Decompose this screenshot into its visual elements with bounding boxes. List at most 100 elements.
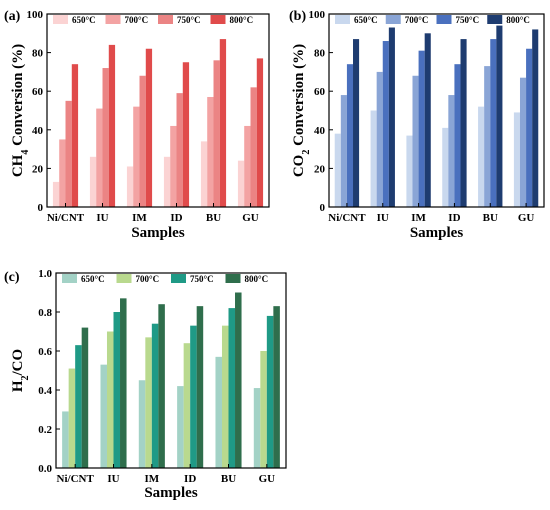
legend-label: 800°C [230, 15, 254, 25]
legend-swatch [158, 15, 173, 24]
bar-im-s1 [406, 135, 413, 207]
bar-gu-s4 [256, 58, 264, 207]
x-tick-label: IM [132, 212, 147, 224]
bar-ni-cnt-s2 [59, 139, 66, 207]
legend-label: 650°C [72, 15, 96, 25]
legend-label: 800°C [245, 274, 269, 284]
bar-ni-cnt-s3 [346, 64, 354, 208]
bar-ni-cnt-s4 [81, 327, 89, 468]
bar-bu-s1 [200, 141, 208, 207]
bar-ni-cnt-s3 [75, 345, 82, 468]
bar-bu-s4 [235, 292, 242, 468]
bar-bu-s3 [213, 60, 220, 207]
bar-iu-s1 [89, 156, 97, 207]
bar-bu-s3 [490, 39, 497, 208]
y-tick-label: 0.6 [38, 346, 52, 358]
bar-im-s3 [139, 75, 146, 207]
plot-frame [46, 13, 270, 208]
bar-gu-s1 [237, 160, 245, 207]
chart-panel-2: 0 20 40 60 80 100 Ni/CNT IU IM ID BU GU Samples CO2 C… [289, 9, 545, 241]
bar-iu-s3 [382, 41, 389, 207]
panel-label: (a) [4, 9, 21, 24]
bar-id-s1 [177, 386, 184, 468]
bar-ni-cnt-s2 [68, 368, 76, 468]
x-tick-label: IU [377, 212, 389, 224]
y-tick-label: 1.0 [38, 268, 52, 280]
bar-gu-s1 [513, 112, 520, 207]
bar-id-s3 [454, 64, 461, 208]
bar-iu-s4 [120, 298, 127, 468]
x-tick-label: IM [144, 473, 159, 485]
bar-ni-cnt-s1 [52, 181, 60, 207]
y-tick-label: 60 [314, 86, 326, 98]
x-tick-label: BU [483, 212, 498, 224]
legend-label: 700°C [136, 274, 160, 284]
y-tick-label: 100 [27, 9, 44, 21]
bar-bu-s4 [496, 25, 503, 207]
x-axis-label: Samples [131, 225, 185, 241]
bar-ni-cnt-s4 [353, 39, 360, 208]
y-axis-label: H2/CO [10, 349, 31, 392]
x-tick-label: IM [411, 212, 426, 224]
bar-id-s4 [196, 306, 204, 468]
bar-id-s3 [176, 93, 183, 207]
x-axis-label: Samples [410, 225, 464, 241]
bar-id-s1 [163, 156, 171, 207]
bar-im-s4 [145, 48, 153, 207]
legend-swatch [436, 15, 452, 24]
y-tick-label: 0.8 [38, 307, 52, 319]
bar-bu-s3 [228, 308, 236, 468]
bar-im-s2 [145, 337, 152, 468]
bar-id-s2 [448, 95, 455, 207]
bar-gu-s4 [273, 306, 280, 468]
y-tick-label: 0.0 [38, 463, 52, 475]
y-tick-label: 0 [320, 202, 326, 214]
bar-ni-cnt-s3 [65, 100, 72, 207]
legend: 650°C 700°C 750°C 800°C [53, 15, 253, 25]
bar-gu-s2 [244, 125, 251, 207]
y-tick-label: 60 [32, 86, 44, 98]
bar-gu-s3 [526, 48, 533, 207]
legend-swatch [487, 15, 503, 24]
bar-ni-cnt-s2 [340, 95, 347, 207]
bar-id-s4 [460, 39, 467, 208]
y-axis-label: CH4 Conversion (%) [10, 44, 31, 177]
chart-panel-1: 0 20 40 60 80 100 Ni/CNT IU IM ID BU GU Samples CH4 C… [4, 9, 270, 241]
legend-swatch [116, 274, 132, 283]
bar-im-s2 [412, 75, 419, 207]
bar-iu-s2 [376, 71, 383, 208]
x-tick-label: Ni/CNT [328, 212, 366, 224]
legend-swatch [385, 15, 401, 24]
plot-frame [328, 13, 545, 208]
bar-im-s4 [158, 304, 165, 468]
y-tick-label: 100 [309, 9, 326, 21]
y-tick-label: 80 [314, 48, 326, 60]
legend-label: 650°C [81, 274, 105, 284]
bar-im-s3 [418, 50, 425, 207]
legend-swatch [210, 15, 226, 24]
bar-im-s3 [151, 323, 159, 468]
x-tick-label: IU [96, 212, 108, 224]
x-tick-label: BU [221, 473, 236, 485]
bar-iu-s4 [108, 44, 116, 207]
legend-label: 650°C [354, 15, 378, 25]
bar-bu-s2 [221, 325, 229, 468]
bar-im-s1 [126, 166, 134, 207]
bar-im-s4 [424, 33, 431, 207]
legend-swatch [105, 15, 121, 24]
bar-ni-cnt-s1 [62, 411, 69, 468]
legend-label: 700°C [125, 15, 149, 25]
x-tick-label: GU [518, 212, 535, 224]
y-tick-label: 20 [32, 163, 44, 175]
y-tick-label: 0 [38, 202, 44, 214]
y-tick-label: 40 [32, 125, 44, 137]
x-tick-label: GU [259, 473, 276, 485]
x-tick-label: BU [206, 212, 221, 224]
legend-swatch [225, 274, 241, 283]
bar-ni-cnt-s4 [71, 64, 79, 208]
legend-swatch [62, 274, 77, 283]
y-tick-label: 0.4 [38, 385, 52, 397]
bar-bu-s1 [478, 106, 485, 207]
y-tick-label: 40 [314, 125, 326, 137]
